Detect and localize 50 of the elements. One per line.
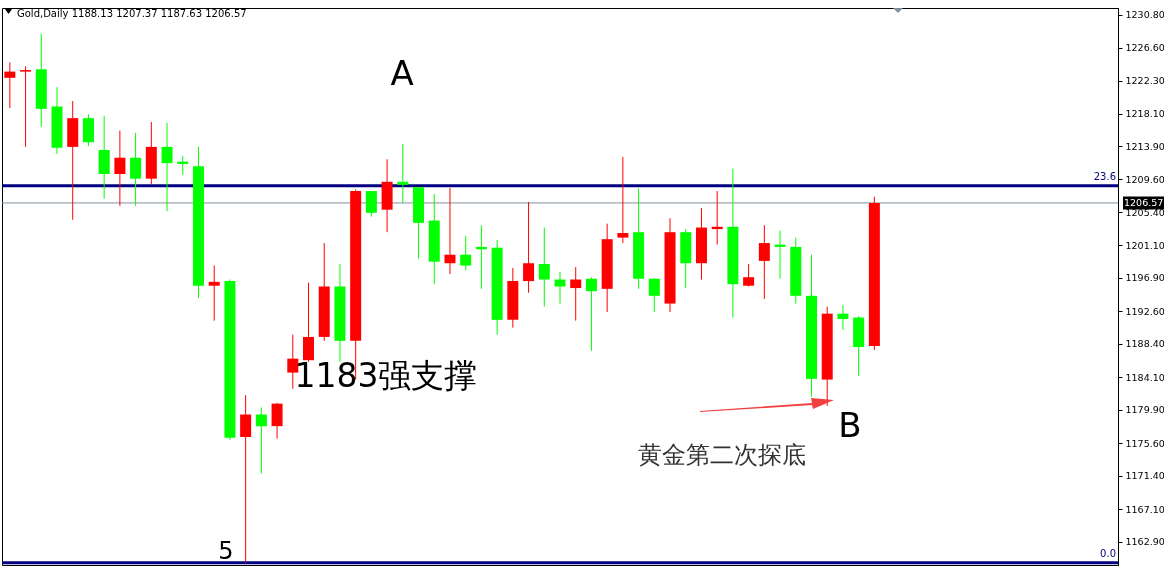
ref-line-label: 1206.57 bbox=[1124, 196, 1164, 208]
y-tick-label: 1230.80 bbox=[1125, 9, 1165, 21]
candlestick bbox=[255, 407, 267, 474]
y-tick-label: 1188.40 bbox=[1125, 338, 1165, 350]
annotation: B bbox=[838, 405, 862, 445]
y-tick-label: 1196.90 bbox=[1125, 272, 1165, 284]
candlestick bbox=[20, 65, 32, 148]
candlestick bbox=[114, 130, 126, 207]
candlestick bbox=[617, 156, 629, 244]
candlestick bbox=[130, 132, 142, 207]
y-tick-label: 1213.90 bbox=[1125, 140, 1165, 152]
y-tick-label: 1162.90 bbox=[1125, 536, 1165, 548]
candlestick bbox=[538, 227, 550, 308]
y-tick-label: 1167.10 bbox=[1125, 503, 1165, 515]
candlestick bbox=[460, 235, 472, 271]
candlestick bbox=[837, 304, 849, 331]
annotation: 23.6 bbox=[1093, 170, 1116, 182]
candlestick bbox=[365, 190, 377, 218]
y-tick-label: 1184.10 bbox=[1125, 371, 1165, 383]
y-tick-label: 1171.40 bbox=[1125, 470, 1165, 482]
y-tick-label: 1201.10 bbox=[1125, 239, 1165, 251]
y-tick-label: 1218.10 bbox=[1125, 108, 1165, 119]
y-tick-label: 1205.40 bbox=[1125, 206, 1165, 218]
candlestick bbox=[4, 61, 16, 109]
annotation: A bbox=[390, 53, 414, 93]
candlestick bbox=[444, 187, 456, 275]
candlestick bbox=[161, 122, 173, 212]
candlestick bbox=[208, 265, 220, 322]
candlestick bbox=[271, 402, 283, 440]
candlestick bbox=[758, 224, 770, 300]
candlestick bbox=[585, 276, 597, 352]
annotation: 5 bbox=[218, 537, 234, 565]
candlestick bbox=[287, 334, 299, 390]
candlestick bbox=[554, 271, 566, 305]
chart-title: Gold,Daily 1188.13 1207.37 1187.63 1206.57 bbox=[17, 8, 247, 19]
annotation: 1183强支撑 bbox=[294, 356, 478, 395]
candlestick bbox=[523, 201, 535, 294]
candlestick bbox=[648, 277, 660, 313]
candlestick bbox=[397, 143, 409, 204]
annotation: 黄金第二次探底 bbox=[638, 441, 806, 469]
y-tick-label: 1222.30 bbox=[1125, 75, 1165, 87]
candlestick bbox=[570, 266, 582, 322]
candlestick bbox=[303, 282, 315, 363]
y-tick-label: 1209.60 bbox=[1125, 173, 1165, 185]
annotation: 0.0 bbox=[1100, 547, 1116, 559]
candlestick bbox=[240, 394, 252, 564]
y-tick-label: 1179.90 bbox=[1125, 404, 1165, 416]
y-tick-label: 1226.60 bbox=[1125, 42, 1165, 54]
y-tick-label: 1192.60 bbox=[1125, 305, 1165, 317]
y-tick-label: 1175.60 bbox=[1125, 437, 1165, 449]
